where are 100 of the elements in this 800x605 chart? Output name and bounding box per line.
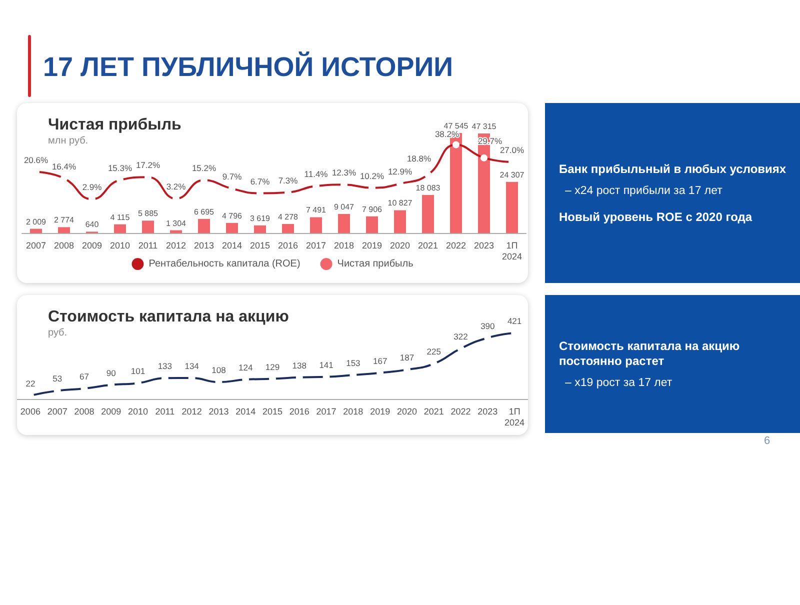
data-label: 187: [400, 352, 414, 363]
data-label: 5 885: [138, 209, 159, 218]
data-label: 10 827: [388, 198, 413, 208]
data-label: 38.2%: [434, 128, 460, 139]
data-label: 225: [426, 346, 442, 357]
data-label: 6 695: [194, 207, 215, 216]
x-tick-label: 2007: [47, 406, 68, 416]
text: Новый уровень ROE с 2020 года: [559, 210, 754, 224]
text: – x19 рост за 17 лет: [564, 377, 674, 389]
x-tick-label: 2020: [390, 240, 410, 250]
legend-label: Чистая прибыль: [337, 258, 414, 270]
bar: [394, 210, 406, 233]
x-tick-label: 2019: [362, 240, 382, 250]
x-tick-label: 2016: [278, 240, 298, 250]
data-label: 22: [26, 378, 36, 389]
data-label: 67: [80, 371, 90, 382]
chart-subtitle: руб.: [48, 328, 68, 338]
bar: [170, 230, 182, 233]
data-label: 1 304: [166, 218, 187, 228]
x-tick-label: 2020: [396, 406, 417, 416]
x-tick-label: 2012: [182, 406, 202, 416]
data-label: 108: [212, 365, 226, 376]
data-label: 3 619: [250, 214, 271, 223]
data-label: 129: [265, 362, 280, 372]
data-label: 24 307: [500, 170, 525, 180]
x-tick-label: 2014: [236, 406, 256, 416]
bar: [254, 225, 266, 233]
x-tick-label: 2023: [478, 406, 498, 416]
x-tick-label: 2013: [208, 406, 229, 416]
x-tick-label: 2007: [26, 240, 46, 250]
bar: [422, 194, 434, 233]
data-label: 10.2%: [360, 170, 384, 181]
x-tick-label: 2018: [343, 406, 364, 416]
data-label: 11.4%: [304, 169, 328, 180]
x-tick-label: 2015: [262, 406, 283, 416]
data-label: 4 278: [278, 212, 299, 222]
data-label: 12.9%: [388, 166, 412, 177]
x-tick-label: 2021: [418, 240, 438, 250]
x-tick-label: 1П 2024: [504, 406, 525, 428]
x-tick-label: 2008: [74, 406, 94, 416]
data-label: 2 774: [54, 216, 75, 225]
x-tick-label: 1П 2024: [502, 240, 522, 262]
bar: [142, 220, 154, 233]
data-label: 53: [52, 374, 62, 384]
text: 6: [764, 435, 770, 447]
data-label: 138: [292, 360, 307, 370]
data-label: 47 545: [444, 122, 469, 130]
data-label: 27.0%: [500, 145, 524, 156]
data-label: 133: [158, 361, 172, 372]
bar: [338, 214, 350, 233]
data-label: 20.6%: [24, 154, 48, 165]
data-label: 322: [454, 332, 468, 342]
data-label: 90: [106, 368, 116, 378]
text: – x24 рост прибыли за 17 лет: [564, 185, 724, 197]
data-label: 9.7%: [222, 172, 242, 182]
x-tick-label: 2017: [316, 406, 336, 416]
x-tick-label: 2006: [20, 406, 40, 416]
data-label: 141: [319, 360, 334, 370]
x-tick-label: 2023: [474, 240, 494, 250]
x-tick-label: 2021: [424, 406, 444, 416]
data-label: 18 083: [416, 183, 441, 192]
chart-subtitle: млн руб.: [48, 136, 88, 146]
bar: [114, 224, 126, 233]
data-label: 124: [238, 362, 253, 373]
x-tick-label: 2012: [166, 240, 186, 250]
text: Стоимость капитала на акцию постоянно растет: [559, 339, 741, 369]
data-label: 15.3%: [108, 163, 132, 174]
x-tick-label: 2016: [289, 406, 310, 416]
text: Банк прибыльный в любых условиях: [559, 162, 788, 177]
x-tick-label: 2019: [370, 406, 390, 416]
bar: [310, 217, 322, 233]
bar: [30, 228, 42, 233]
data-label: 3.2%: [166, 182, 186, 192]
x-tick-label: 2009: [82, 240, 102, 250]
x-tick-label: 2018: [334, 240, 354, 250]
data-label: 7 906: [362, 204, 383, 214]
data-label: 17.2%: [136, 160, 160, 170]
data-label: 4 115: [110, 212, 130, 222]
data-label: 16.4%: [52, 161, 76, 172]
x-tick-label: 2022: [446, 240, 466, 250]
chart-title: Чистая прибыль: [48, 116, 182, 134]
bar: [282, 224, 294, 233]
x-tick-label: 2011: [138, 240, 158, 250]
x-tick-label: 2010: [128, 406, 148, 416]
data-label: 47 315: [472, 122, 497, 131]
data-label: 390: [480, 320, 496, 331]
x-tick-label: 2015: [250, 240, 270, 250]
data-label: 12.3%: [332, 168, 356, 178]
x-tick-label: 2014: [222, 240, 242, 250]
x-tick-label: 2008: [54, 240, 74, 250]
bar: [226, 222, 238, 233]
data-label: 9 047: [334, 202, 355, 212]
data-label: 7 491: [306, 206, 327, 215]
legend-label: Рентабельность капитала (ROE): [148, 258, 300, 270]
data-label: 2.9%: [82, 182, 102, 192]
chart-title: Стоимость капитала на акцию: [48, 308, 290, 326]
data-label: 421: [507, 316, 522, 326]
bar: [58, 227, 70, 233]
x-tick-label: 2022: [450, 406, 471, 416]
data-label: 7.3%: [278, 175, 298, 186]
